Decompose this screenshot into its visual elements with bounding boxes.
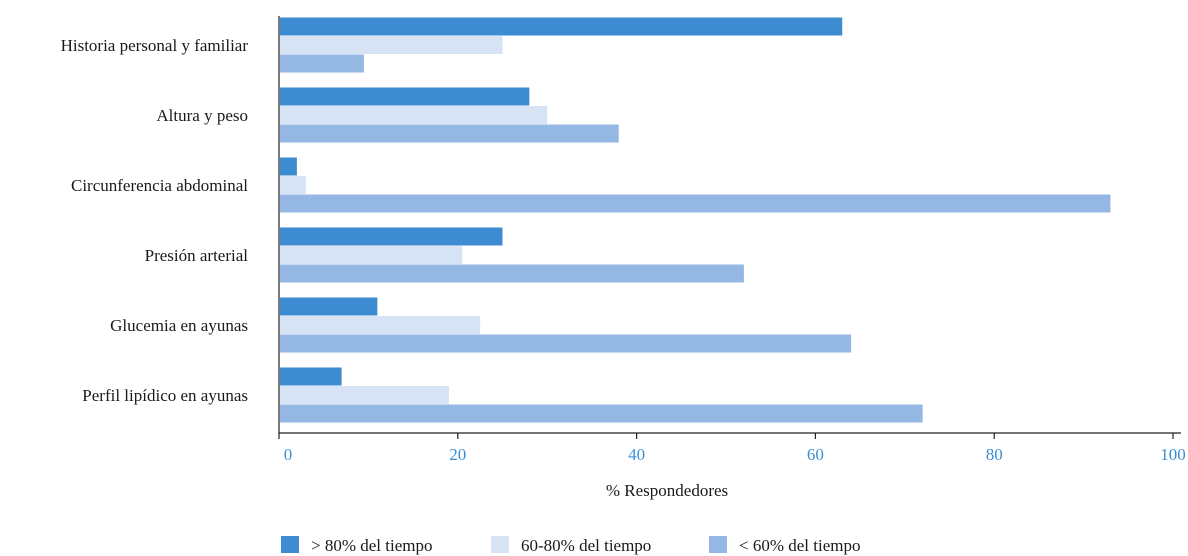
x-tick-label-60: 60: [807, 445, 824, 464]
bar-altura-y-peso-series-2: [280, 106, 548, 124]
x-axis-title: % Respondedores: [606, 481, 728, 500]
x-tick-label-40: 40: [628, 445, 645, 464]
legend-label-series-1: > 80% del tiempo: [311, 536, 432, 555]
category-labels: Historia personal y familiar Altura y pes…: [61, 36, 249, 405]
bar-glucemia-en-ayunas-series-2: [280, 316, 481, 334]
x-axis-ticks: 0 20 40 60 80 100: [278, 433, 1186, 464]
bar-glucemia-en-ayunas-series-1: [280, 297, 378, 316]
legend-swatch-series-3: [709, 536, 727, 553]
bar-perfil-lipidico-en-ayunas-series-3: [280, 404, 923, 423]
legend: > 80% del tiempo 60-80% del tiempo < 60% d…: [281, 536, 860, 555]
category-label-circunferencia-abdominal: Circunferencia abdominal: [71, 176, 248, 195]
category-label-historia-personal-y-familiar: Historia personal y familiar: [61, 36, 249, 55]
bar-circunferencia-abdominal-series-1: [280, 157, 297, 176]
bar-perfil-lipidico-en-ayunas-series-1: [280, 367, 342, 386]
bar-presion-arterial-series-3: [280, 264, 744, 283]
bar-presion-arterial-series-1: [280, 227, 503, 246]
bar-glucemia-en-ayunas-series-3: [280, 334, 852, 353]
bar-circunferencia-abdominal-series-2: [280, 176, 306, 194]
bars-layer: [280, 17, 1111, 423]
category-label-altura-y-peso: Altura y peso: [156, 106, 248, 125]
bar-historia-personal-y-familiar-series-1: [280, 17, 843, 36]
bar-historia-personal-y-familiar-series-2: [280, 36, 503, 54]
legend-label-series-2: 60-80% del tiempo: [521, 536, 651, 555]
bar-presion-arterial-series-2: [280, 246, 463, 264]
x-tick-label-80: 80: [986, 445, 1003, 464]
bar-altura-y-peso-series-1: [280, 87, 530, 106]
legend-swatch-series-1: [281, 536, 299, 553]
bar-altura-y-peso-series-3: [280, 124, 619, 143]
bar-perfil-lipidico-en-ayunas-series-2: [280, 386, 449, 404]
legend-label-series-3: < 60% del tiempo: [739, 536, 860, 555]
x-tick-label-0: 0: [284, 445, 293, 464]
legend-swatch-series-2: [491, 536, 509, 553]
bar-circunferencia-abdominal-series-3: [280, 194, 1111, 213]
category-label-perfil-lipidico-en-ayunas: Perfil lipídico en ayunas: [82, 386, 248, 405]
x-tick-label-20: 20: [449, 445, 466, 464]
x-tick-label-100: 100: [1160, 445, 1186, 464]
category-label-glucemia-en-ayunas: Glucemia en ayunas: [110, 316, 248, 335]
bar-historia-personal-y-familiar-series-3: [280, 54, 364, 73]
category-label-presion-arterial: Presión arterial: [145, 246, 249, 265]
